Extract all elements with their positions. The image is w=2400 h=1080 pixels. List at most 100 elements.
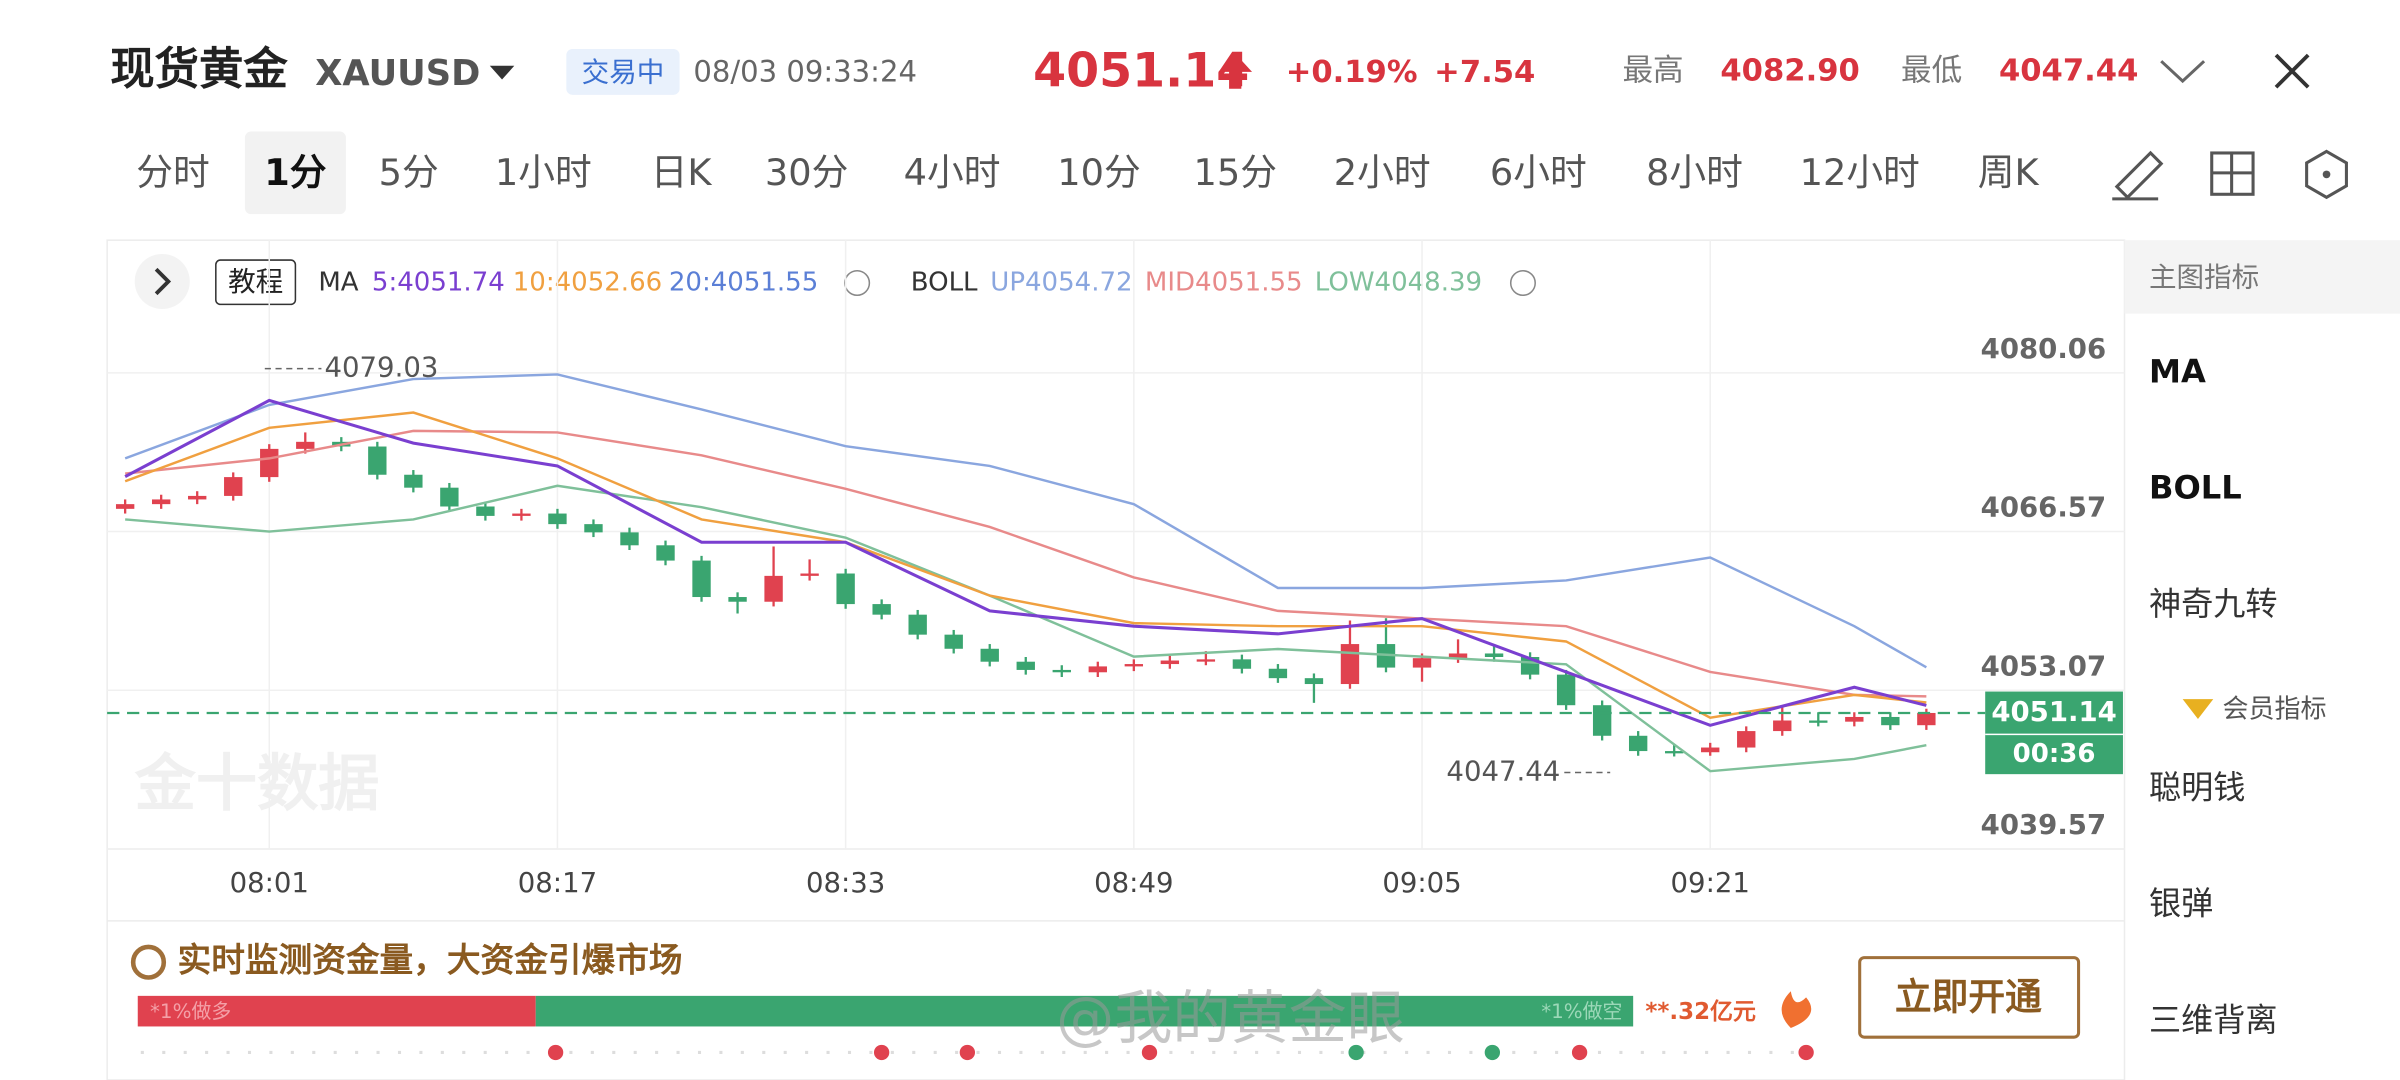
price-tag-value: 4051.14 <box>1991 696 2116 728</box>
candle-body <box>1701 747 1720 753</box>
candle-body <box>1773 720 1792 732</box>
long-label: *1%做多 <box>150 1000 231 1023</box>
period-tab[interactable]: 12小时 <box>1800 151 1920 194</box>
subscribe-label[interactable]: 立即开通 <box>1895 975 2042 1018</box>
period-selected <box>244 131 346 215</box>
period-tab[interactable]: 1分 <box>264 151 327 194</box>
ma5-legend: 5:4051.74 <box>372 268 505 298</box>
period-tab[interactable]: 8小时 <box>1646 151 1743 194</box>
period-tab[interactable]: 6小时 <box>1490 151 1587 194</box>
candle-body <box>260 448 279 478</box>
boll-mid-legend: MID4051.55 <box>1145 268 1303 298</box>
candle-body <box>1592 705 1612 736</box>
status: 交易中 <box>582 56 665 88</box>
candle-body <box>944 634 963 649</box>
plot: 4039.57 4053.07 4066.57 4080.06 08:01 08:17 08… <box>107 240 2125 899</box>
candle-body <box>1016 661 1035 670</box>
status-badge <box>566 48 680 95</box>
candle-body <box>764 575 783 602</box>
side-item[interactable]: MA <box>2149 352 2206 390</box>
y-tick-label: 4039.57 <box>1981 809 2106 841</box>
side-header <box>2124 240 2400 314</box>
x-tick-label: 09:05 <box>1382 867 1461 899</box>
candle-body <box>1881 716 1900 726</box>
y-tick-label: 4066.57 <box>1981 492 2106 524</box>
title: 现货黄金 <box>110 44 288 95</box>
draw-icon[interactable] <box>2112 150 2164 201</box>
change: +7.54 <box>1434 55 1535 90</box>
boll-up-legend: UP4054.72 <box>990 268 1132 298</box>
boll-settings[interactable] <box>1509 270 1536 297</box>
indicator-line <box>125 484 1927 773</box>
countdown: 00:36 <box>2013 739 2096 769</box>
candle-body <box>476 506 495 516</box>
candle-body <box>1412 658 1432 668</box>
candle-body <box>224 477 243 496</box>
dot <box>873 1044 890 1061</box>
candle-body <box>1232 659 1252 669</box>
promo-icon <box>130 944 167 980</box>
side-item[interactable]: 聪明钱 <box>2149 768 2245 806</box>
expand-icon[interactable] <box>2160 60 2206 84</box>
side-item[interactable]: 三维背离 <box>2149 1001 2278 1039</box>
settings-dot <box>2322 170 2331 179</box>
period-tab[interactable]: 30分 <box>765 151 848 194</box>
period-tab[interactable]: 4小时 <box>904 151 1001 194</box>
indicator-line <box>124 398 1927 727</box>
high-label: 最高 <box>1622 53 1683 88</box>
x-tick-label: 08:33 <box>806 867 885 899</box>
candle-body <box>1196 659 1216 662</box>
symbol[interactable]: XAUUSD <box>315 53 480 94</box>
indicator-line <box>125 429 1927 698</box>
period-tab[interactable]: 5分 <box>379 151 439 194</box>
low-label: 最低 <box>1901 53 1962 88</box>
high: 4082.90 <box>1720 53 1859 88</box>
period-tab[interactable]: 1小时 <box>495 151 592 194</box>
low: 4047.44 <box>1999 53 2138 88</box>
high-annotation: 4079.03 <box>324 352 438 384</box>
candle-body <box>1052 669 1071 673</box>
period-tab[interactable]: 2小时 <box>1334 151 1431 194</box>
watermark: @我的黄金眼 <box>1056 984 1405 1052</box>
close-icon[interactable] <box>2274 53 2310 89</box>
subscribe-button[interactable] <box>1858 956 2081 1039</box>
period-tab[interactable]: 10分 <box>1057 151 1140 194</box>
candle-body <box>440 487 459 507</box>
dot <box>1798 1044 1814 1061</box>
candle-body <box>548 513 567 525</box>
side-item[interactable]: BOLL <box>2149 469 2242 507</box>
candle-body <box>656 545 675 561</box>
side-item[interactable]: 神奇九转 <box>2149 585 2278 623</box>
candle-body <box>1845 716 1864 722</box>
dot <box>1571 1044 1588 1061</box>
indicator-line <box>124 373 1927 669</box>
candle-body <box>692 560 711 598</box>
price: 4051.14 <box>1033 43 1249 98</box>
period-bar: 分时 1分 5分 1小时 日K 30分 4小时 10分 15分 2小时 6小时 8小时 12小时 周K <box>136 151 2039 194</box>
long-bar <box>137 995 536 1027</box>
period-tab[interactable]: 15分 <box>1193 151 1276 194</box>
ma-label: MA <box>318 268 358 298</box>
candle-body <box>188 495 207 500</box>
candle-body <box>1448 653 1468 659</box>
tutorial[interactable]: 教程 <box>228 266 283 298</box>
side-item[interactable]: 银弹 <box>2149 885 2213 923</box>
candle-body <box>1628 735 1648 752</box>
datetime: 08/03 09:33:24 <box>693 54 917 88</box>
tutorial-box[interactable] <box>215 259 297 306</box>
settings-icon[interactable] <box>2305 149 2348 200</box>
candle-body <box>1917 712 1936 726</box>
dot <box>1484 1044 1500 1061</box>
dot <box>1348 1044 1364 1061</box>
period-tab[interactable]: 日K <box>651 151 713 194</box>
member-label: 会员指标 <box>2222 694 2326 724</box>
period-tab[interactable]: 分时 <box>136 151 209 194</box>
candle-body <box>1304 678 1324 685</box>
indicator-line <box>124 411 1927 719</box>
period-tab[interactable]: 周K <box>1978 151 2040 194</box>
dropdown-icon[interactable] <box>489 65 515 80</box>
candle-body <box>908 614 927 635</box>
collapse-button[interactable] <box>134 253 190 310</box>
y-tick-label: 4080.06 <box>1981 333 2106 365</box>
